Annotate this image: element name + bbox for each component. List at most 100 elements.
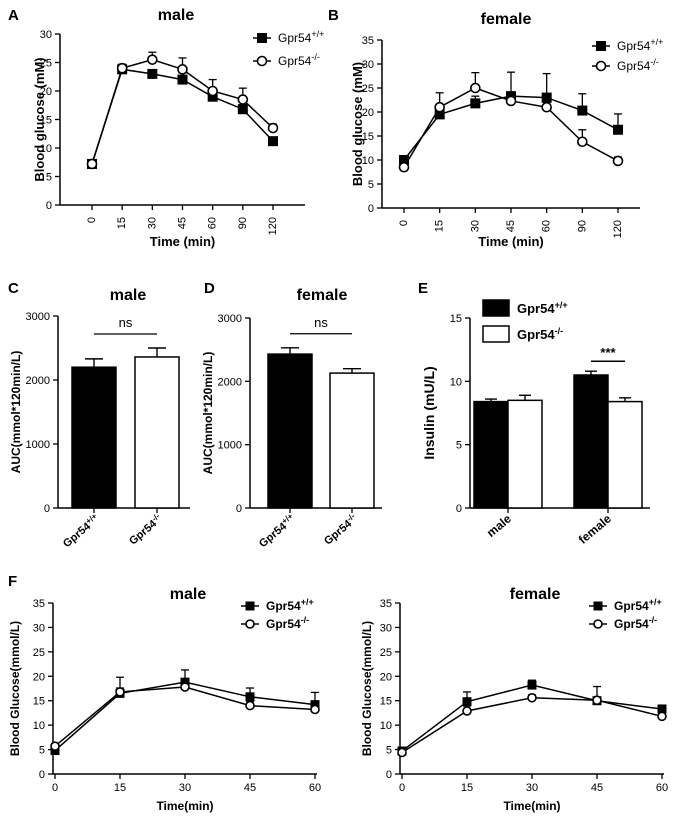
legend-label: Gpr54-/- — [278, 52, 320, 68]
data-point — [577, 136, 588, 148]
x-axis-label: Time (min) — [150, 234, 216, 249]
y-tick-label: 15 — [33, 696, 45, 708]
y-axis-label: Blood Glucose(mmol/L) — [8, 621, 22, 756]
series-line — [54, 681, 316, 752]
data-point — [577, 105, 588, 116]
bar — [607, 400, 643, 509]
series-ko — [50, 682, 320, 751]
y-tick-label: 0 — [44, 503, 50, 515]
x-tick-label: 60 — [541, 220, 553, 232]
y-tick-label: 30 — [33, 622, 45, 634]
chart-C: 0 1000 2000 3000 AUC(mmol*120min/L) Gpr54+/+ G… — [9, 287, 190, 550]
data-point — [245, 692, 255, 702]
x-tick-label: 60 — [309, 782, 321, 794]
data-point — [115, 687, 125, 697]
y-tick-label: 0 — [386, 769, 392, 781]
x-tick-label: 15 — [434, 220, 446, 232]
charts: 0 5 10 15 20 25 30 Blood glucose (mM) 0 15 30 45 60 9… — [8, 7, 668, 813]
legend-marker — [593, 601, 603, 611]
data-point — [50, 741, 60, 751]
y-tick-label: 30 — [380, 622, 392, 634]
data-point — [592, 695, 602, 706]
y-tick-label: 2000 — [26, 375, 50, 387]
bar — [134, 356, 180, 509]
x-tick-label: 90 — [237, 217, 249, 229]
y-tick-label: 10 — [33, 720, 45, 732]
data-point — [268, 136, 278, 147]
data-point — [470, 82, 481, 94]
x-tick-label: 45 — [591, 782, 603, 794]
legend-marker — [256, 55, 268, 67]
x-tick-label: Gpr54-/- — [125, 511, 165, 548]
series-ko — [86, 51, 279, 170]
x-tick-label: Gpr54+/+ — [255, 511, 298, 550]
y-axis-label: AUC(mmol*120min/L) — [9, 351, 23, 474]
data-point — [527, 692, 537, 703]
y-tick-label: 25 — [362, 83, 374, 95]
y-tick-label: 0 — [368, 203, 374, 215]
x-tick-label: 60 — [656, 782, 668, 794]
y-tick-label: 30 — [40, 29, 52, 41]
legend: Gpr54+/+ Gpr54-/- — [589, 597, 662, 631]
y-tick-label: 3000 — [26, 311, 50, 323]
data-point — [237, 104, 248, 115]
legend-label: Gpr54+/+ — [614, 597, 662, 613]
legend-label: Gpr54+/+ — [266, 597, 314, 613]
y-tick-label: 5 — [456, 440, 462, 452]
chart-A: 0 5 10 15 20 25 30 Blood glucose (mM) 0 15 30 45 60 9… — [32, 7, 324, 249]
y-tick-label: 1000 — [26, 439, 50, 451]
data-point — [612, 155, 624, 167]
data-point — [397, 747, 407, 758]
y-tick-label: 20 — [40, 86, 52, 98]
y-axis-label: AUC(mmol*120min/L) — [201, 352, 215, 475]
legend-marker — [257, 33, 267, 43]
legend-marker — [245, 601, 255, 611]
x-tick-label: 120 — [267, 217, 279, 235]
data-point — [245, 700, 255, 711]
x-tick-label: 0 — [399, 782, 405, 794]
chart-title: female — [481, 11, 532, 28]
bar — [573, 374, 609, 509]
chart-title: male — [110, 287, 147, 304]
x-tick-label: female — [576, 511, 614, 546]
x-tick-label: 0 — [86, 217, 98, 223]
data-point — [527, 680, 537, 690]
x-axis-label: Time (min) — [478, 234, 544, 249]
legend-label: Gpr54+/+ — [278, 29, 324, 45]
data-point — [462, 697, 472, 707]
chart-D: 0 1000 2000 3000 AUC(mmol*120min/L) Gpr54+/+ G… — [201, 287, 382, 550]
panel-label-b: B — [328, 7, 339, 24]
x-tick-label: 30 — [146, 217, 158, 229]
panel-label-d: D — [204, 280, 215, 297]
x-tick-label: 60 — [207, 217, 219, 229]
y-tick-label: 20 — [33, 671, 45, 683]
chart-E: 0 5 10 15 Insulin (mU/L) male female *** Gpr54+/… — [421, 299, 650, 547]
chart-F2: 0 5 10 15 20 25 30 35 Blood Glucose(mmol/L) 0 15 30… — [360, 586, 668, 813]
x-tick-label: 90 — [576, 220, 588, 232]
y-tick-label: 25 — [33, 647, 45, 659]
y-axis-label: Blood glucose (mM) — [32, 57, 47, 181]
y-tick-label: 10 — [450, 376, 462, 388]
chart-F1: 0 5 10 15 20 25 30 35 Blood Glucose(mmol/L) 0 15 30… — [8, 586, 321, 813]
legend-swatch — [482, 299, 510, 317]
series-line — [401, 697, 663, 754]
legend-label: Gpr54-/- — [614, 615, 657, 631]
y-tick-label: 15 — [362, 131, 374, 143]
bar — [329, 372, 375, 509]
significance-label: *** — [600, 345, 616, 360]
series-ko — [398, 71, 624, 173]
y-axis-label: Blood Glucose(mmol/L) — [360, 621, 374, 756]
legend-marker — [596, 41, 606, 51]
legend: Gpr54+/+ Gpr54-/- — [482, 299, 568, 343]
y-tick-label: 5 — [46, 172, 52, 184]
panel-label-c: C — [8, 280, 19, 297]
data-point — [147, 68, 158, 79]
data-point — [147, 54, 158, 65]
legend: Gpr54+/+ Gpr54-/- — [592, 37, 663, 73]
y-tick-label: 2000 — [218, 376, 242, 388]
y-tick-label: 20 — [362, 107, 374, 119]
legend-label: Gpr54+/+ — [517, 300, 568, 316]
data-point — [541, 92, 552, 103]
legend-marker — [593, 619, 603, 629]
